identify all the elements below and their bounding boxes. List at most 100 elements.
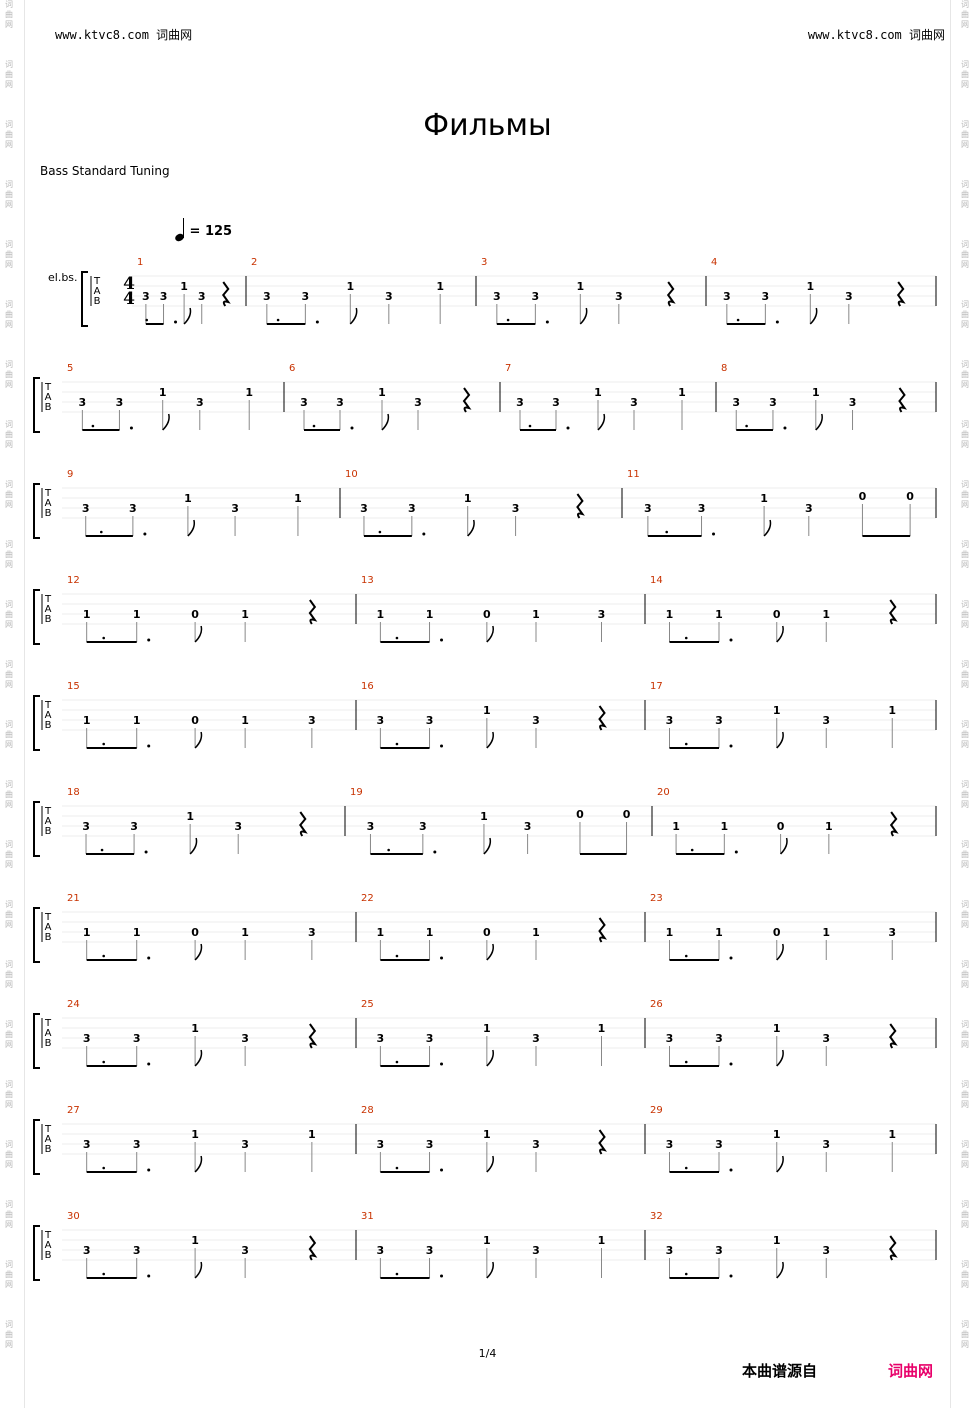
header-site-right[interactable]: www.ktvc8.com 词曲网 [807, 28, 945, 42]
dot [566, 426, 570, 430]
dot [712, 532, 716, 536]
dot [684, 742, 688, 746]
fret-number: 3 [377, 1032, 385, 1045]
fret-number: 3 [82, 820, 90, 833]
fret-number: 3 [129, 502, 137, 515]
dot [440, 638, 444, 642]
fret-number: 3 [666, 714, 674, 727]
fret-number: 3 [196, 396, 204, 409]
fret-number: 1 [308, 1128, 316, 1141]
site-logo[interactable]: 词曲网 [888, 1362, 934, 1380]
dot [100, 530, 103, 534]
tab-system-8: TAB 24 3 3 1 3 25 3 3 1 3 1 26 3 3 1 3 [33, 999, 937, 1069]
measure-number: 14 [650, 575, 663, 586]
measure-number: 3 [481, 257, 487, 268]
eighth-flag [776, 731, 784, 749]
fret-number: 0 [859, 490, 867, 503]
fret-number: 1 [672, 820, 680, 833]
eighth-flag [486, 1261, 494, 1279]
fret-number: 1 [678, 386, 686, 399]
dot [433, 850, 437, 854]
measure-number: 11 [627, 469, 640, 480]
measure-22: 221 1 0 1 [355, 893, 607, 961]
fret-number: 1 [184, 492, 192, 505]
measure-number: 27 [67, 1105, 80, 1116]
fret-number: 3 [822, 714, 830, 727]
dot [102, 1166, 105, 1170]
dot [395, 1166, 399, 1170]
dot [440, 1274, 444, 1278]
fret-number: 1 [241, 714, 249, 727]
dot [506, 318, 510, 322]
measure-number: 24 [67, 999, 80, 1010]
fret-number: 3 [83, 1244, 91, 1257]
dot [102, 742, 105, 746]
tab-system-6: TAB 18 3 3 1 3 19 3 3 1 3 0 0 20 1 1 0 1 [33, 787, 937, 857]
fret-number: 3 [426, 1138, 434, 1151]
dot [783, 426, 787, 430]
eighth-flag [194, 1049, 203, 1067]
measure-19: 19 3 3 1 3 0 0 [344, 787, 631, 855]
dot [729, 956, 733, 960]
fret-number: 1 [822, 608, 830, 621]
dot [684, 1060, 688, 1064]
fret-number: 3 [133, 1244, 141, 1257]
fret-number: 3 [715, 1244, 723, 1257]
fret-number: 1 [346, 280, 354, 293]
eighth-flag [776, 1261, 784, 1279]
fret-number: 3 [142, 290, 150, 303]
dot [736, 318, 740, 322]
measure-number: 12 [67, 575, 80, 586]
tab-system-5: TAB 15 1 1 0 1 3 16 3 3 1 3 17 3 3 1 3 1 [33, 681, 937, 751]
quarter-note-icon [173, 217, 186, 243]
fret-number: 3 [360, 502, 368, 515]
dot [350, 426, 354, 430]
tab-clef-letter: A [45, 498, 52, 509]
fret-number: 3 [308, 926, 316, 939]
fret-number: 1 [598, 1022, 606, 1035]
dot [147, 744, 151, 748]
fret-number: 3 [263, 290, 271, 303]
measure-25: 25 3 3 1 3 1 [355, 999, 606, 1067]
fret-number: 3 [308, 714, 316, 727]
dot [684, 1166, 688, 1170]
fret-number: 3 [715, 1032, 723, 1045]
fret-number: 3 [532, 1032, 540, 1045]
dot [102, 954, 105, 958]
dot [91, 424, 95, 428]
dot [440, 744, 444, 748]
fret-number: 1 [241, 926, 249, 939]
tab-clef-letter: A [45, 816, 52, 827]
header-site-left[interactable]: www.ktvc8.com 词曲网 [55, 28, 193, 42]
fret-number: 1 [83, 608, 91, 621]
eighth-flag [162, 413, 170, 431]
measure-number: 10 [345, 469, 358, 480]
left-margin-rule [24, 0, 25, 1408]
fret-number: 1 [83, 926, 91, 939]
fret-number: 3 [377, 1244, 385, 1257]
system-bracket [33, 483, 40, 539]
tab-clef-letter: A [45, 1028, 52, 1039]
fret-number: 3 [234, 820, 242, 833]
measure-number: 7 [505, 363, 511, 374]
fret-number: 3 [516, 396, 524, 409]
dot [729, 744, 733, 748]
dot [129, 426, 133, 430]
fret-number: 3 [336, 396, 344, 409]
fret-number: 1 [888, 704, 896, 717]
measure-number: 31 [361, 1211, 374, 1222]
dot [665, 530, 668, 534]
fret-number: 1 [133, 608, 141, 621]
fret-number: 1 [480, 810, 488, 823]
fret-number: 3 [822, 1032, 830, 1045]
tab-clef-letter: B [45, 826, 52, 837]
fret-number: 3 [822, 1138, 830, 1151]
dot [729, 638, 733, 642]
system-bracket [33, 695, 40, 751]
fret-number: 3 [715, 1138, 723, 1151]
quarter-rest [888, 599, 898, 625]
fret-number: 3 [241, 1244, 249, 1257]
